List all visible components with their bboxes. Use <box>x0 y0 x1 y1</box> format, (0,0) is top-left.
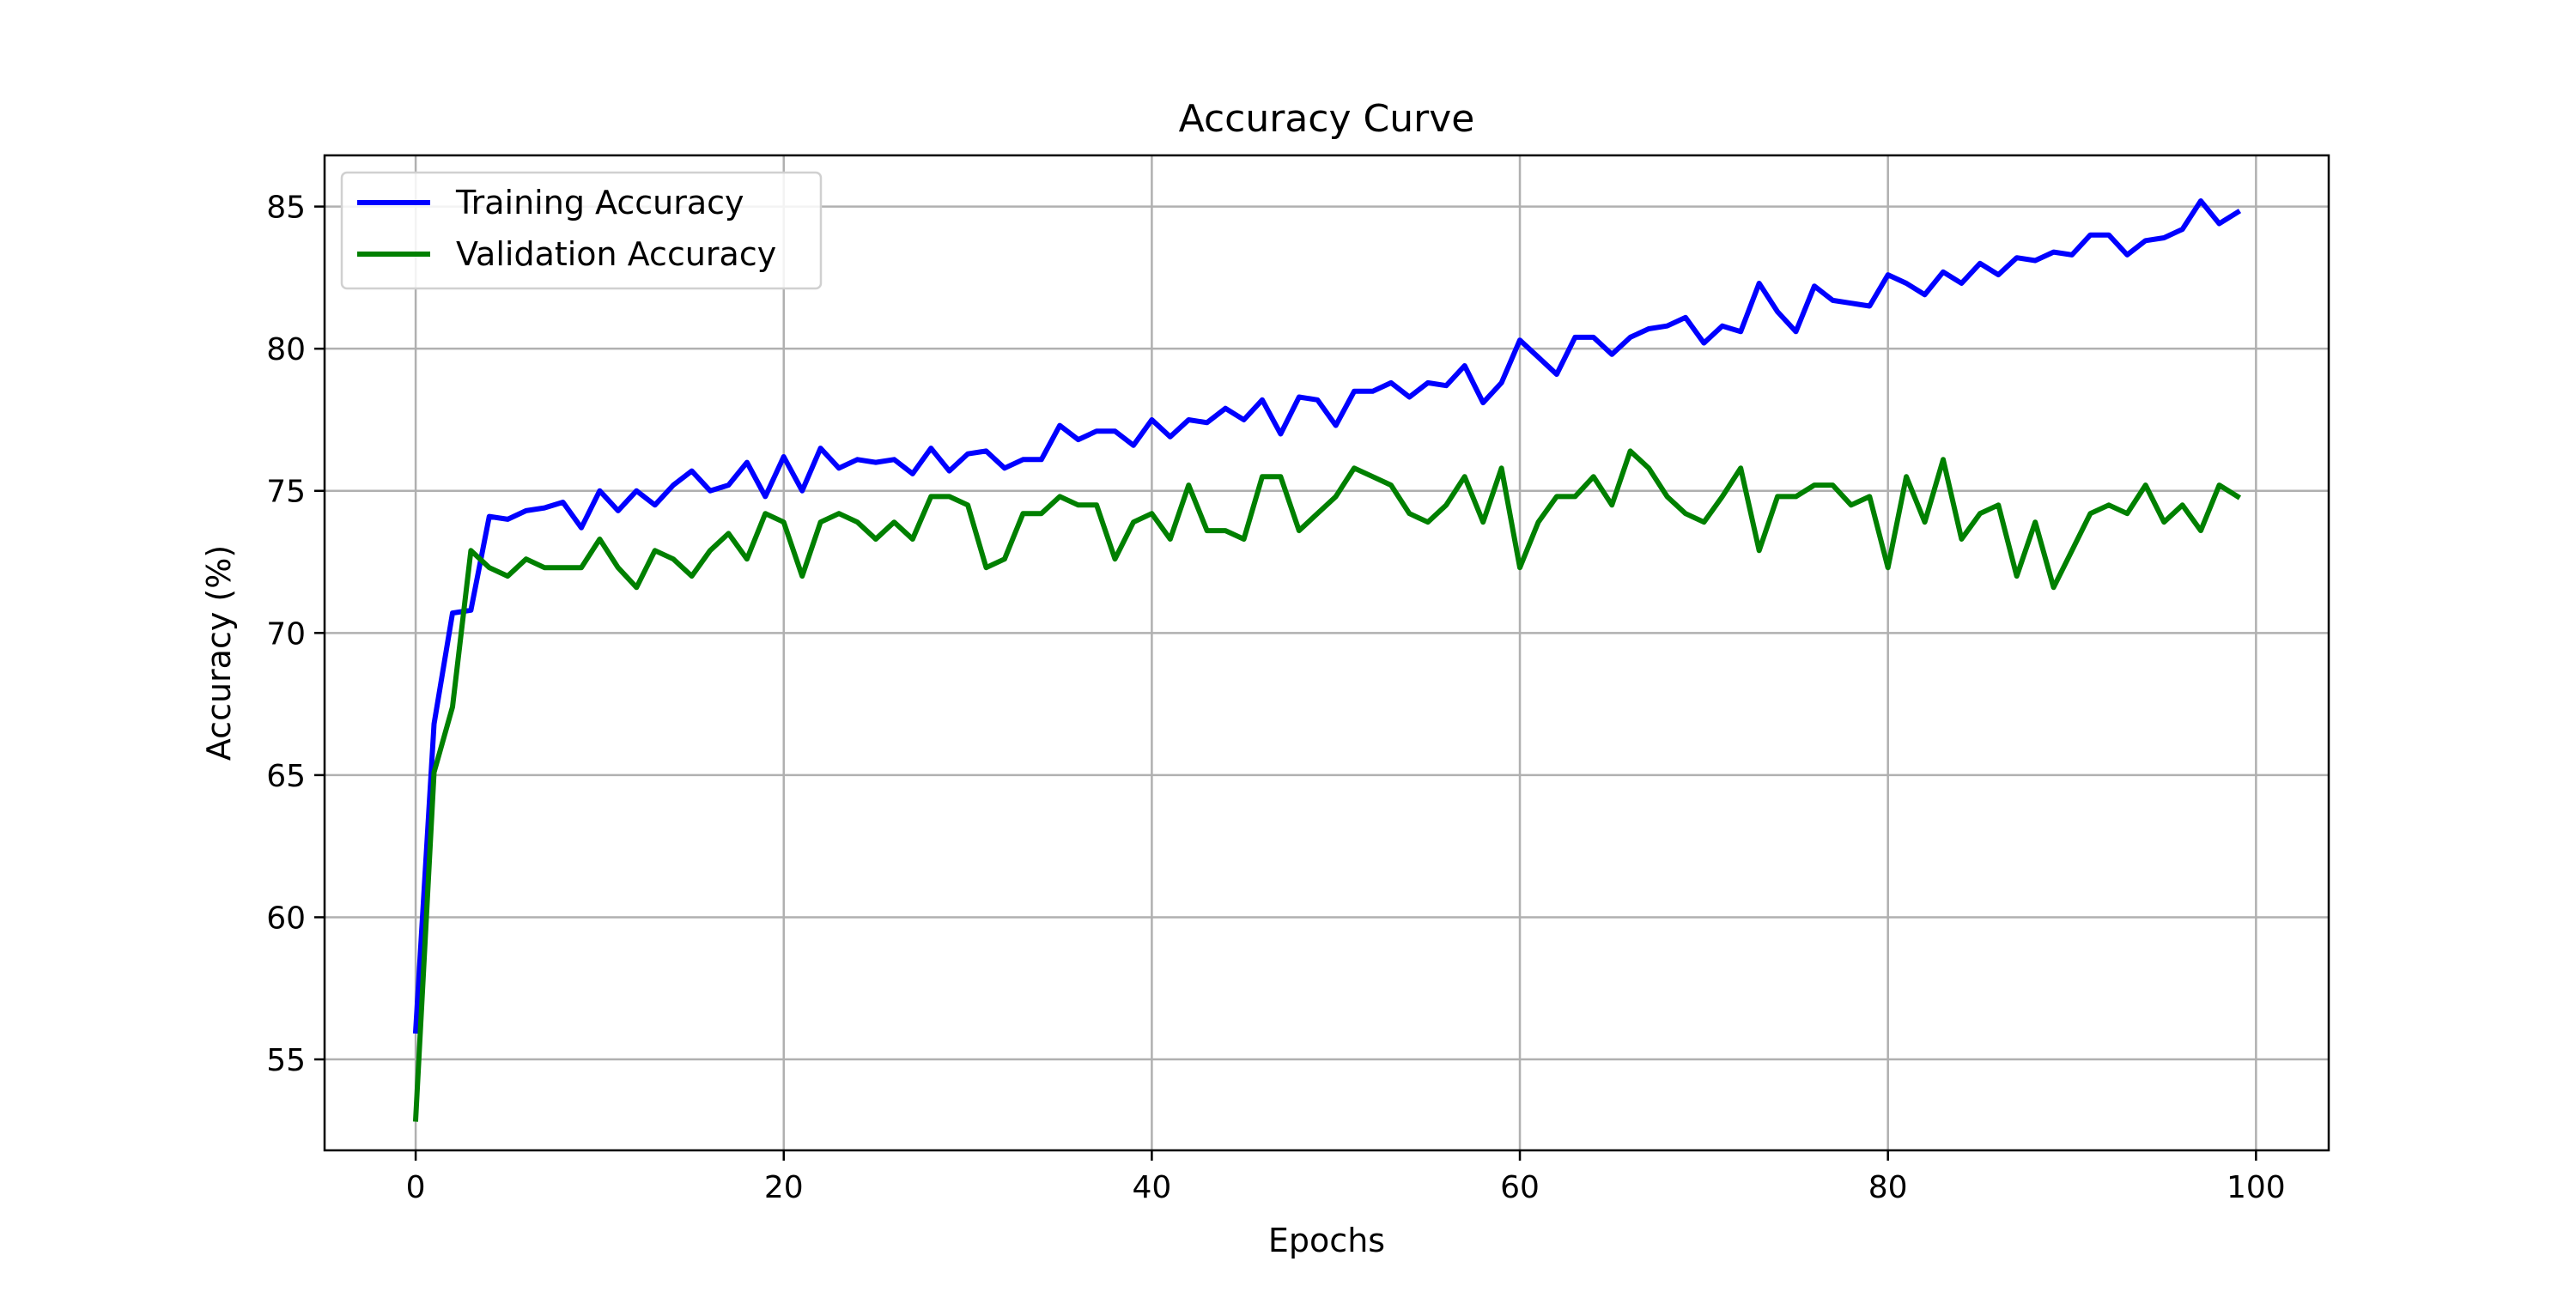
grid-lines <box>325 155 2329 1150</box>
series-line-validation-accuracy <box>412 448 2242 1122</box>
x-tick-label: 80 <box>1868 1170 1908 1205</box>
legend-label: Validation Accuracy <box>456 235 776 273</box>
legend-box <box>340 171 823 290</box>
x-tick-label: 0 <box>406 1170 426 1205</box>
y-tick-label: 70 <box>266 616 306 652</box>
x-tick-label: 20 <box>764 1170 804 1205</box>
x-tick-label: 60 <box>1500 1170 1540 1205</box>
series-lines <box>412 198 2242 1122</box>
axis-ticks: 0 20 40 60 80 100 55 60 65 70 75 80 85 <box>266 191 2286 1205</box>
y-tick-label: 80 <box>266 332 306 367</box>
chart-title: Accuracy Curve <box>1179 97 1475 141</box>
series-line-training-accuracy <box>412 198 2242 1034</box>
x-axis-label: Epochs <box>1268 1222 1385 1259</box>
x-tick-label: 100 <box>2227 1170 2286 1205</box>
y-tick-label: 55 <box>266 1043 306 1078</box>
legend: Training Accuracy Validation Accuracy <box>340 171 823 290</box>
x-tick-label: 40 <box>1132 1170 1171 1205</box>
plot-frame <box>323 154 2330 1152</box>
y-tick-label: 65 <box>266 759 306 794</box>
y-tick-label: 75 <box>266 475 306 510</box>
y-tick-label: 60 <box>266 901 306 936</box>
y-axis-label: Accuracy (%) <box>200 545 238 761</box>
y-tick-label: 85 <box>266 191 306 226</box>
legend-label: Training Accuracy <box>455 184 744 221</box>
